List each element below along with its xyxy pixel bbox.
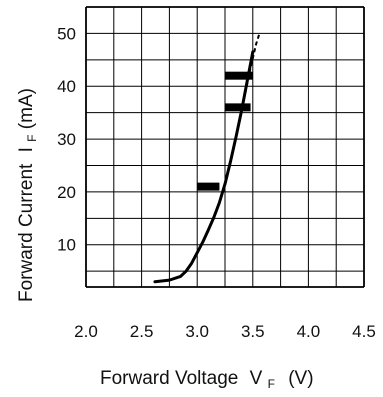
x-axis-label: Forward Voltage V F (V) <box>100 368 314 393</box>
x-tick-label: 4.0 <box>297 322 321 341</box>
marker-bar <box>197 182 220 191</box>
y-tick-label: 50 <box>57 24 76 43</box>
series-line <box>153 50 255 284</box>
marker-bar <box>225 103 251 112</box>
y-axis-label: Forward Current I F (mA) <box>16 88 41 302</box>
y-tick-label: 40 <box>57 77 76 96</box>
x-tick-label: 3.5 <box>241 322 265 341</box>
x-tick-label: 2.0 <box>74 322 98 341</box>
x-tick-label: 4.5 <box>352 322 376 341</box>
grid <box>85 6 365 288</box>
y-tick-label: 10 <box>57 236 76 255</box>
x-tick-label: 2.5 <box>130 322 154 341</box>
y-tick-label: 20 <box>57 183 76 202</box>
marker-bar <box>225 71 253 80</box>
tick-labels: 2.0 2.5 3.0 3.5 4.0 4.5 10 20 30 40 50 <box>57 24 376 341</box>
plot-marks <box>153 33 261 284</box>
y-tick-label: 30 <box>57 130 76 149</box>
x-tick-label: 3.0 <box>185 322 209 341</box>
